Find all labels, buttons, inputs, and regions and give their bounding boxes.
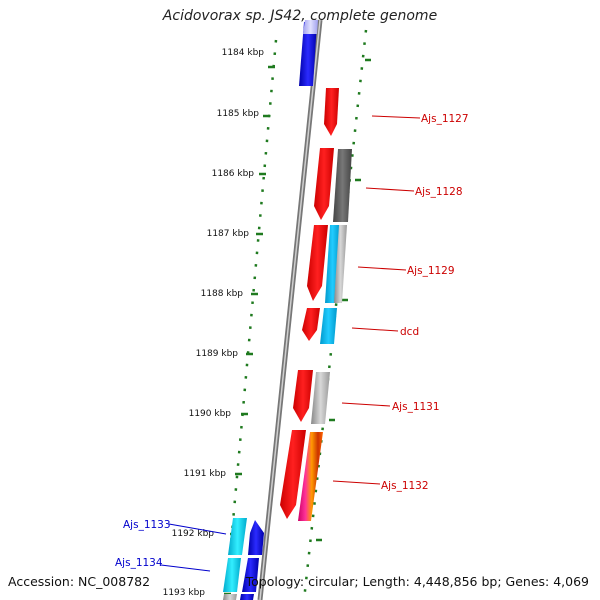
ruler-tick-label: 1185 kbp [217,109,260,119]
ruler-tick-label: 1192 kbp [172,529,215,539]
gene-label-ajs1133[interactable]: Ajs_1133 [123,519,171,531]
gene-features [223,20,352,600]
left-gene-labels: Ajs_1133 Ajs_1134 [115,519,227,572]
gene-block-gray-bottom[interactable] [223,594,237,600]
accession-text: Accession: NC_008782 [8,574,151,589]
gene-block-gray-ajs1131[interactable] [311,372,330,424]
gene-label-leader [341,402,391,407]
gene-label-leader [351,327,399,332]
gene-block-cyan-dcd[interactable] [320,308,337,344]
gene-label-leader [168,523,227,535]
ruler-tick-label: 1190 kbp [189,409,232,419]
kbp-ruler-ticks: 1184 kbp 1185 kbp 1186 kbp 1187 kbp 1188… [163,48,275,598]
gene-arrow-ajs1131[interactable] [293,370,313,422]
gene-arrow-ajs1129[interactable] [307,225,328,301]
gene-arrow-ajs1132[interactable] [280,430,306,519]
gene-block-blue-bottom[interactable] [240,594,254,600]
gene-label-leader [371,115,421,119]
gene-label-leader [332,480,381,485]
ruler-tick-label: 1189 kbp [196,349,239,359]
gene-arrow-ajs1128[interactable] [314,148,334,220]
gene-block-blue-top[interactable] [299,22,317,86]
gene-label-ajs1131[interactable]: Ajs_1131 [392,401,440,413]
gene-arrow-dcd[interactable] [302,308,320,341]
gene-arrow-ajs1127[interactable] [324,88,339,136]
gene-label-dcd[interactable]: dcd [400,326,419,338]
gene-label-ajs1132[interactable]: Ajs_1132 [381,480,429,492]
ruler-tick-label: 1186 kbp [212,169,255,179]
gene-label-ajs1134[interactable]: Ajs_1134 [115,557,163,569]
gene-block-pale-top[interactable] [303,20,318,34]
gene-block-dark[interactable] [333,149,352,222]
ruler-tick-label: 1187 kbp [207,229,250,239]
gene-label-leader [365,187,415,192]
gene-block-gray-ajs1129[interactable] [334,225,347,303]
gene-arrow-blue-ajs1133[interactable] [248,520,264,555]
ruler-tick-label: 1193 kbp [163,588,206,598]
genome-backbone [257,19,323,600]
topology-text: Topology: circular; Length: 4,448,856 bp… [245,574,589,589]
gene-block-teal-ajs1133[interactable] [228,518,247,555]
right-gene-labels: Ajs_1127 Ajs_1128 Ajs_1129 dcd Ajs_1131 … [332,113,469,492]
gene-label-ajs1129[interactable]: Ajs_1129 [407,265,455,277]
gene-label-ajs1128[interactable]: Ajs_1128 [415,186,463,198]
right-outline [302,29,371,600]
gene-label-ajs1127[interactable]: Ajs_1127 [421,113,469,125]
gene-block-multi-ajs1132[interactable] [298,432,323,521]
ruler-tick-label: 1191 kbp [184,469,227,479]
gene-label-leader [357,266,407,271]
genome-title: Acidovorax sp. JS42, complete genome [162,8,438,24]
gene-label-leader [160,564,211,572]
ruler-tick-label: 1184 kbp [222,48,265,58]
gene-arrow-blue-ajs1134[interactable] [242,558,259,592]
ruler-tick-label: 1188 kbp [201,289,244,299]
gene-block-teal-ajs1134[interactable] [223,558,241,592]
